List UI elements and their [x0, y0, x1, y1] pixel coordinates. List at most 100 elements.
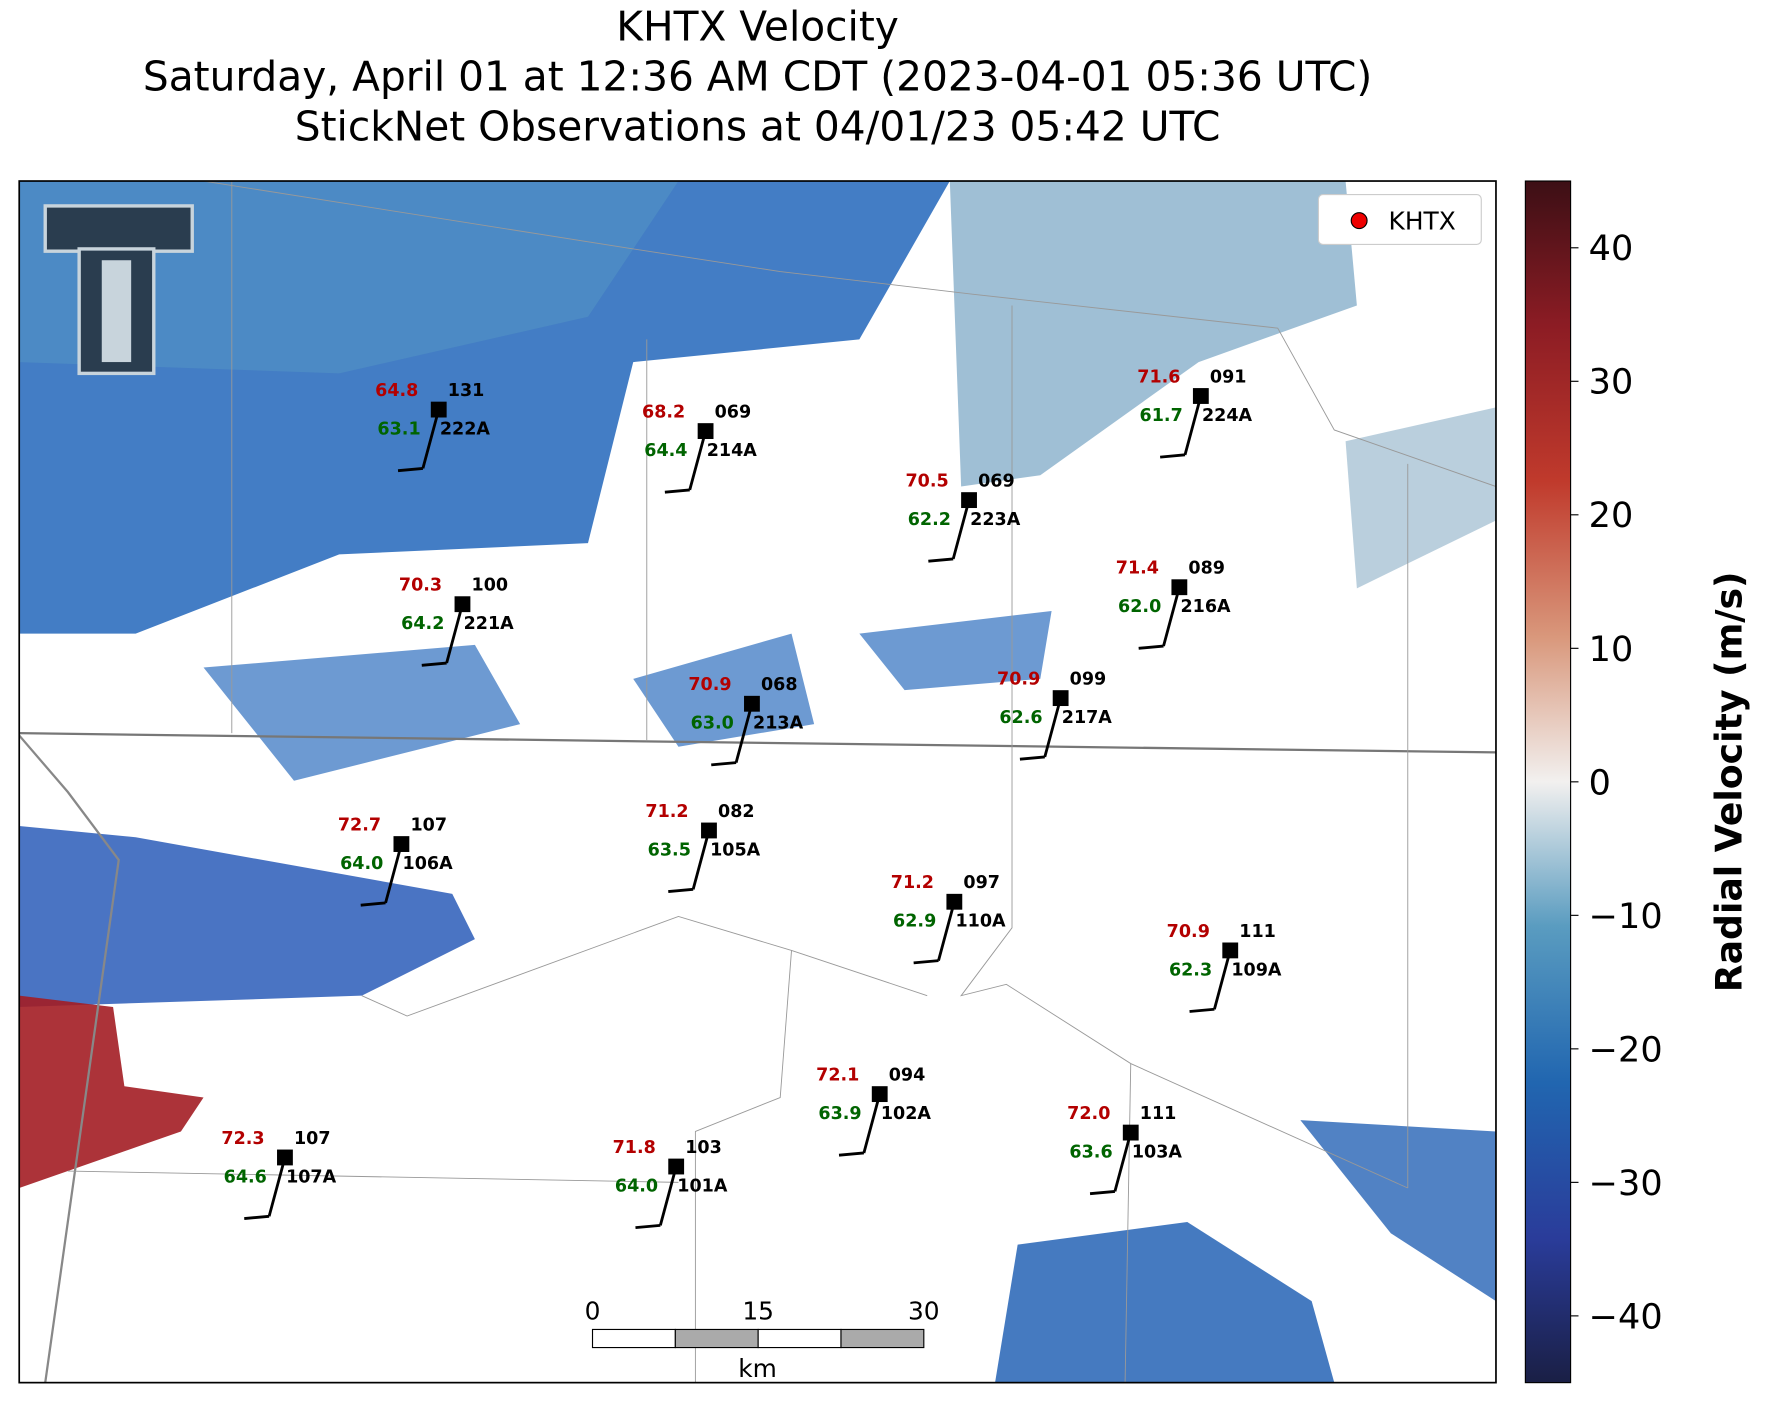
wind-barb	[951, 499, 971, 560]
station-id: 105A	[710, 840, 761, 860]
colorbar	[1524, 180, 1572, 1384]
station-temperature: 72.0	[1067, 1104, 1110, 1124]
colorbar-tick-label: −20	[1589, 1029, 1663, 1070]
station-id: 214A	[707, 441, 758, 461]
map-frame	[18, 180, 1497, 1384]
wind-barb	[711, 761, 737, 767]
station-temperature: 70.9	[997, 670, 1040, 690]
station-id: 223A	[970, 510, 1021, 530]
colorbar-tick-label: −40	[1589, 1296, 1663, 1337]
wind-barb	[658, 1166, 678, 1226]
scale-label: 15	[742, 1296, 774, 1325]
station-marker	[668, 1158, 685, 1175]
logo	[43, 204, 194, 376]
radar-echo	[19, 825, 475, 1007]
station-marker	[1052, 690, 1069, 707]
station-dewpoint: 64.0	[615, 1176, 658, 1196]
station-value: 089	[1188, 559, 1225, 579]
station-temperature: 70.5	[905, 472, 948, 492]
wind-barb	[1213, 950, 1232, 1010]
radar-echo	[995, 1221, 1335, 1383]
station-value: 111	[1239, 922, 1276, 942]
station-marker	[454, 596, 471, 613]
wind-barb	[267, 1157, 287, 1217]
station-marker	[697, 423, 714, 440]
station-id: 221A	[464, 614, 515, 634]
station-marker	[701, 822, 717, 839]
station-dewpoint: 62.2	[908, 510, 951, 530]
station-dewpoint: 62.9	[893, 912, 936, 932]
colorbar-tick-label: −30	[1589, 1163, 1663, 1204]
station-marker	[961, 492, 977, 509]
station-dewpoint: 62.0	[1118, 597, 1161, 617]
wind-barb	[1162, 586, 1181, 647]
station-value: 097	[963, 873, 1000, 893]
station-temperature: 71.8	[613, 1138, 656, 1158]
wind-barb	[244, 1214, 270, 1220]
radar-echo	[19, 995, 204, 1189]
station-value: 099	[1070, 670, 1107, 690]
station-marker	[744, 695, 760, 712]
station-temperature: 70.9	[688, 675, 731, 695]
station-marker	[1171, 579, 1188, 596]
station-temperature: 71.2	[645, 802, 688, 822]
station-id: 213A	[753, 714, 804, 734]
station-marker	[1222, 942, 1239, 959]
station-temperature: 72.7	[338, 815, 381, 835]
station-dewpoint: 63.6	[1069, 1142, 1112, 1162]
station-dewpoint: 63.9	[818, 1104, 861, 1124]
radar-echo	[949, 181, 1357, 487]
station-value: 069	[978, 472, 1015, 492]
scale-label: 30	[908, 1296, 940, 1325]
wind-barb	[1113, 1132, 1133, 1192]
station-temperature: 71.6	[1137, 367, 1180, 387]
station-value: 103	[685, 1138, 722, 1158]
station-id: 216A	[1180, 597, 1231, 617]
scale-unit: km	[738, 1354, 777, 1383]
colorbar-tick-label: 10	[1589, 629, 1634, 670]
station-id: 224A	[1202, 406, 1253, 426]
station-id: 109A	[1231, 960, 1282, 980]
station-dewpoint: 62.6	[999, 708, 1042, 728]
wind-barb	[691, 830, 711, 890]
wind-barb	[635, 1223, 661, 1230]
station-id: 106A	[403, 854, 454, 874]
wind-barb	[445, 603, 464, 664]
wind-barb	[668, 887, 694, 893]
station-marker	[1122, 1124, 1139, 1141]
station-marker	[277, 1149, 293, 1166]
colorbar-label: Radial Velocity (m/s)	[1707, 571, 1750, 992]
wind-barb	[1089, 1190, 1116, 1196]
county-line	[67, 181, 1496, 1383]
station-id: 110A	[955, 912, 1006, 932]
station-temperature: 71.2	[891, 873, 934, 893]
station-marker	[946, 893, 963, 910]
station-id: 217A	[1062, 708, 1113, 728]
station-dewpoint: 62.3	[1169, 960, 1212, 980]
station-value: 107	[410, 815, 447, 835]
title-line: Saturday, April 01 at 12:36 AM CDT (2023…	[143, 53, 1372, 101]
scale-label: 0	[585, 1296, 601, 1325]
title-line: StickNet Observations at 04/01/23 05:42 …	[295, 102, 1221, 150]
station-id: 102A	[881, 1104, 932, 1124]
wind-barb	[1043, 697, 1062, 758]
wind-barb	[1183, 395, 1203, 456]
radar-echo	[1300, 1120, 1496, 1302]
station-dewpoint: 64.2	[401, 614, 444, 634]
wind-barb	[1138, 644, 1164, 650]
scale-segment	[591, 1328, 676, 1349]
scale-segment	[674, 1328, 759, 1349]
colorbar-tick-label: 0	[1589, 762, 1611, 803]
legend-label: KHTX	[1389, 207, 1456, 236]
state-line	[19, 732, 1496, 754]
scale-segment	[757, 1328, 842, 1349]
wind-barb	[384, 843, 403, 904]
station-dewpoint: 64.4	[644, 441, 687, 461]
station-value: 094	[889, 1066, 926, 1086]
station-temperature: 70.3	[399, 576, 442, 596]
station-id: 103A	[1132, 1142, 1183, 1162]
station-id: 222A	[440, 419, 491, 439]
legend-marker	[1350, 212, 1368, 230]
wind-barb	[862, 1093, 882, 1154]
